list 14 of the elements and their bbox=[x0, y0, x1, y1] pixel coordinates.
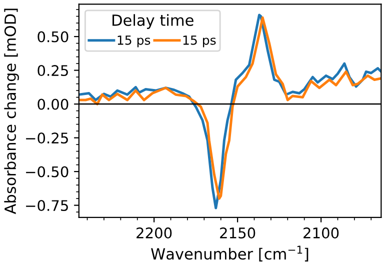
legend-label: 15 ps bbox=[183, 36, 216, 48]
legend-title: Delay time bbox=[112, 14, 194, 29]
y-tick-label: 0.50 bbox=[38, 31, 68, 42]
x-tick-label: 2200 bbox=[136, 227, 172, 238]
x-tick-label: 2100 bbox=[304, 227, 339, 238]
y-tick-label: −0.75 bbox=[26, 200, 68, 212]
y-tick-label: −0.50 bbox=[26, 166, 68, 178]
x-axis-title: Wavenumber [cm$^{−1}$] bbox=[151, 246, 308, 262]
y-tick-label: 0.25 bbox=[38, 65, 68, 76]
y-tick-label: −0.25 bbox=[26, 132, 68, 144]
legend-label: 15 ps bbox=[118, 36, 150, 48]
y-axis-title: Absorbance change [mOD] bbox=[4, 8, 19, 214]
x-tick-label: 2150 bbox=[220, 227, 256, 238]
y-tick-label: 0.00 bbox=[38, 98, 68, 110]
